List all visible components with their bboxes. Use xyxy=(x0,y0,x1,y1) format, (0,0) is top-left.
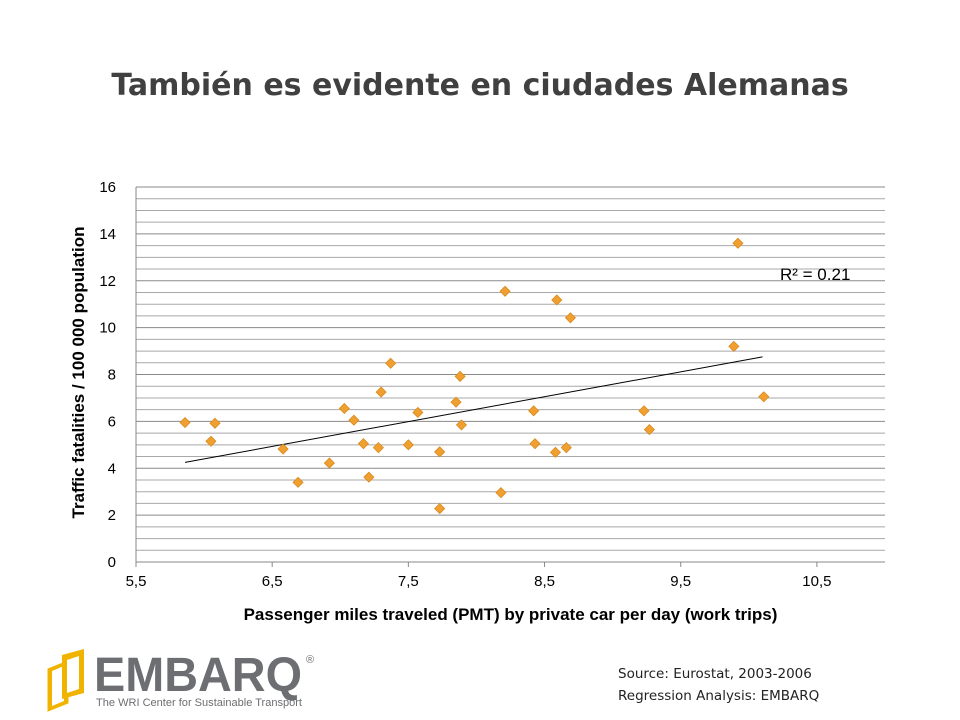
x-tick-label: 6,5 xyxy=(262,573,283,590)
y-tick-label: 6 xyxy=(108,413,116,430)
data-point xyxy=(643,424,655,436)
grid-lines xyxy=(136,186,885,551)
x-axis-title: Passenger miles traveled (PMT) by privat… xyxy=(244,605,778,624)
r-squared-label: R² = 0.21 xyxy=(780,265,850,284)
logo-registered-mark: ® xyxy=(306,654,314,666)
logo-tagline: The WRI Center for Sustainable Transport xyxy=(96,697,302,709)
x-tick-label: 9,5 xyxy=(670,573,691,590)
embarq-logo: EMBARQ ® The WRI Center for Sustainable … xyxy=(44,645,344,715)
embarq-logo-mark: EMBARQ ® The WRI Center for Sustainable … xyxy=(47,649,314,712)
data-point xyxy=(434,502,446,515)
data-point xyxy=(549,446,562,458)
data-point xyxy=(338,402,350,415)
data-point xyxy=(454,370,466,382)
slide-title: También es evidente en ciudades Alemanas xyxy=(111,68,849,103)
data-points xyxy=(179,237,770,515)
data-point xyxy=(564,312,576,324)
data-point xyxy=(363,471,375,483)
data-point xyxy=(205,435,217,447)
data-point xyxy=(385,357,397,369)
data-point xyxy=(450,396,462,408)
y-tick-label: 10 xyxy=(99,320,116,337)
data-point xyxy=(638,405,650,417)
source-note: Source: Eurostat, 2003-2006 Regression A… xyxy=(618,663,819,707)
trendline xyxy=(184,356,763,463)
y-tick-label: 12 xyxy=(99,273,116,290)
data-point xyxy=(732,237,744,249)
data-point xyxy=(728,340,740,352)
x-tick-label: 7,5 xyxy=(398,573,419,590)
data-point xyxy=(499,285,511,297)
data-point xyxy=(179,416,191,429)
data-point xyxy=(412,406,424,419)
data-point xyxy=(402,439,414,451)
data-point xyxy=(758,391,770,403)
data-point xyxy=(209,417,221,429)
logo-wordmark: EMBARQ xyxy=(94,649,302,702)
y-tick-label: 2 xyxy=(108,507,116,524)
y-tick-label: 0 xyxy=(108,554,116,571)
data-point xyxy=(529,438,541,450)
data-point xyxy=(372,442,384,454)
source-line: Source: Eurostat, 2003-2006 xyxy=(618,666,812,682)
data-point xyxy=(357,438,369,450)
y-tick-label: 8 xyxy=(108,367,116,384)
y-tick-label: 4 xyxy=(108,460,116,477)
data-point xyxy=(495,487,507,499)
x-tick-labels: 5,5 6,5 7,5 8,5 9,5 10,5 xyxy=(126,562,832,590)
data-point xyxy=(455,419,468,431)
data-point xyxy=(292,476,304,488)
regression-note: Regression Analysis: EMBARQ xyxy=(618,688,820,704)
data-point xyxy=(434,446,446,458)
data-point xyxy=(551,294,563,306)
x-tick-label: 8,5 xyxy=(534,573,555,590)
y-tick-labels: 0 2 4 6 8 10 12 14 16 xyxy=(99,179,116,571)
y-tick-label: 16 xyxy=(99,179,116,196)
data-point xyxy=(323,457,335,469)
data-point xyxy=(375,386,387,398)
y-tick-label: 14 xyxy=(99,226,116,243)
scatter-chart: 0 2 4 6 8 10 12 14 16 5,5 6,5 7,5 8,5 9,5 10,5 R² = 0… xyxy=(69,179,885,624)
data-point xyxy=(348,414,360,426)
data-point xyxy=(560,442,572,454)
y-axis-title: Traffic fatalities / 100 000 population xyxy=(69,227,88,519)
x-tick-label: 5,5 xyxy=(126,573,147,590)
data-point xyxy=(277,443,289,455)
x-tick-label: 10,5 xyxy=(802,573,831,590)
data-point xyxy=(528,405,540,417)
